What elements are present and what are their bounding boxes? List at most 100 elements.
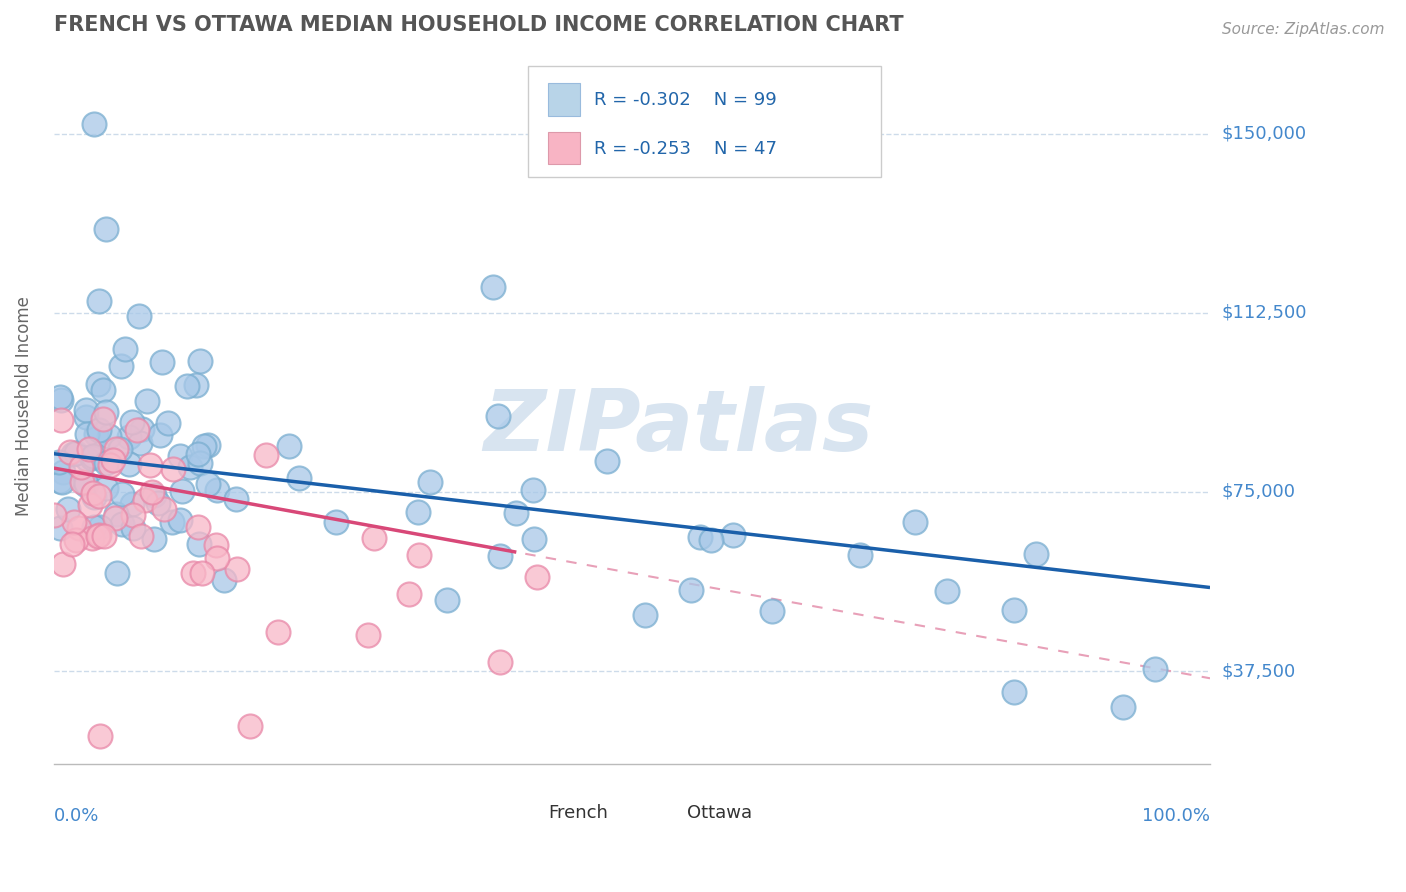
Point bbox=[93, 528, 115, 542]
Point bbox=[91, 411, 114, 425]
Point bbox=[96, 404, 118, 418]
Text: ZIPatlas: ZIPatlas bbox=[484, 386, 873, 469]
Point bbox=[65, 446, 87, 460]
Point bbox=[87, 423, 110, 437]
Point bbox=[49, 474, 72, 488]
Point bbox=[197, 438, 219, 452]
Point bbox=[65, 533, 87, 548]
Point bbox=[111, 487, 134, 501]
Point bbox=[125, 423, 148, 437]
Text: $37,500: $37,500 bbox=[1222, 662, 1295, 680]
Point bbox=[89, 527, 111, 541]
Point bbox=[187, 447, 209, 461]
Point bbox=[505, 506, 527, 520]
Point bbox=[212, 574, 235, 588]
Point bbox=[75, 403, 97, 417]
Point bbox=[254, 448, 277, 462]
Point bbox=[83, 117, 105, 131]
Bar bbox=[516, 799, 541, 827]
Point bbox=[488, 549, 510, 563]
Text: R = -0.253    N = 47: R = -0.253 N = 47 bbox=[593, 140, 776, 158]
Point bbox=[153, 502, 176, 516]
Point bbox=[136, 393, 159, 408]
Point bbox=[94, 456, 117, 470]
Point bbox=[52, 558, 75, 572]
Point bbox=[277, 439, 299, 453]
Point bbox=[110, 359, 132, 373]
Point bbox=[104, 511, 127, 525]
Point bbox=[1002, 685, 1025, 699]
Point bbox=[363, 532, 385, 546]
Point bbox=[67, 521, 90, 535]
Point bbox=[936, 584, 959, 599]
Point bbox=[52, 465, 75, 479]
Point bbox=[49, 412, 72, 426]
Point bbox=[48, 455, 70, 469]
Point bbox=[1144, 662, 1167, 676]
Point bbox=[143, 532, 166, 546]
Point bbox=[183, 566, 205, 580]
Text: Ottawa: Ottawa bbox=[688, 804, 752, 822]
Point bbox=[143, 488, 166, 502]
Point bbox=[239, 719, 262, 733]
Text: $150,000: $150,000 bbox=[1222, 125, 1306, 143]
Point bbox=[89, 489, 111, 503]
Point bbox=[70, 459, 93, 474]
Point bbox=[60, 537, 83, 551]
Point bbox=[128, 309, 150, 323]
Point bbox=[160, 515, 183, 529]
Point bbox=[89, 729, 111, 743]
Point bbox=[94, 222, 117, 236]
Point bbox=[205, 483, 228, 497]
Point bbox=[179, 459, 201, 474]
Point bbox=[184, 377, 207, 392]
Point bbox=[76, 427, 98, 442]
Bar bbox=[655, 799, 681, 827]
Point bbox=[62, 447, 84, 461]
Point bbox=[139, 458, 162, 473]
Point bbox=[419, 475, 441, 489]
Point bbox=[205, 550, 228, 565]
Point bbox=[188, 456, 211, 470]
Point bbox=[406, 505, 429, 519]
Point bbox=[408, 548, 430, 562]
Point bbox=[80, 531, 103, 545]
Point bbox=[205, 538, 228, 552]
Point bbox=[699, 533, 721, 548]
Point bbox=[87, 377, 110, 392]
Point bbox=[49, 390, 72, 404]
Point bbox=[141, 485, 163, 500]
Point bbox=[87, 294, 110, 309]
Point bbox=[188, 537, 211, 551]
Point bbox=[91, 384, 114, 398]
Point bbox=[122, 521, 145, 535]
Point bbox=[79, 499, 101, 513]
Point bbox=[482, 279, 505, 293]
Point bbox=[121, 497, 143, 511]
Bar bbox=[547, 84, 579, 116]
Text: 100.0%: 100.0% bbox=[1142, 807, 1211, 825]
Point bbox=[904, 516, 927, 530]
Point bbox=[75, 478, 97, 492]
Point bbox=[98, 458, 121, 473]
Point bbox=[436, 593, 458, 607]
Point bbox=[1002, 603, 1025, 617]
Point bbox=[526, 569, 548, 583]
Point bbox=[146, 496, 169, 510]
Point bbox=[83, 490, 105, 504]
Point bbox=[489, 655, 512, 669]
Point bbox=[150, 355, 173, 369]
Point bbox=[1025, 547, 1047, 561]
Point bbox=[89, 520, 111, 534]
Point bbox=[162, 461, 184, 475]
Point bbox=[44, 508, 66, 522]
Point bbox=[111, 516, 134, 531]
Point bbox=[157, 416, 180, 430]
Point bbox=[193, 439, 215, 453]
Point bbox=[82, 485, 104, 500]
Text: Source: ZipAtlas.com: Source: ZipAtlas.com bbox=[1222, 22, 1385, 37]
Point bbox=[84, 427, 107, 442]
Point bbox=[596, 454, 619, 468]
Point bbox=[1112, 700, 1135, 714]
Point bbox=[104, 507, 127, 521]
